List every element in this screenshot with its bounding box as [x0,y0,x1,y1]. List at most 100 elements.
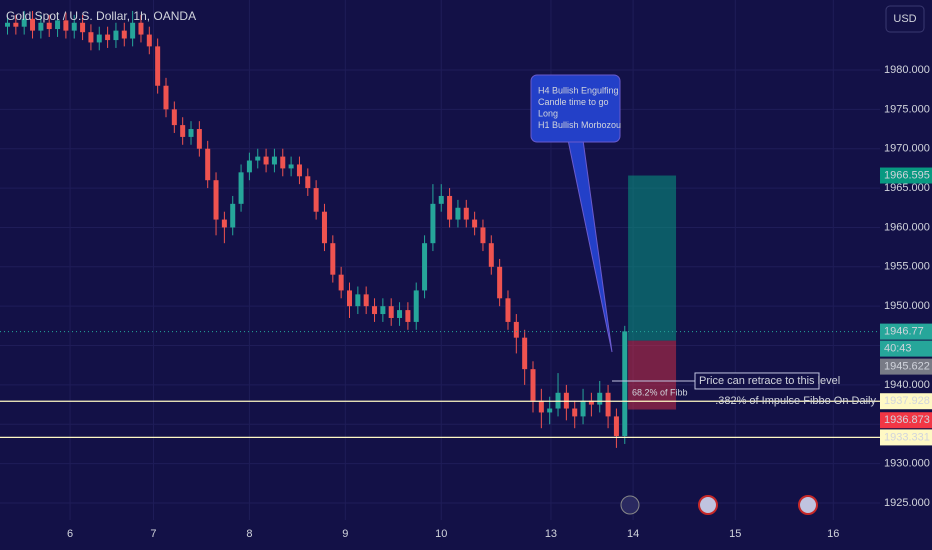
y-tick-label: 1930.000 [884,458,930,470]
target-price: 1966.595 [884,169,930,181]
y-tick-label: 1925.000 [884,497,930,509]
candle-body [146,34,152,47]
candle-body [355,294,361,307]
candle-body [488,243,494,267]
x-tick-label: 13 [545,528,557,540]
candle-body [63,20,69,31]
candle-body [21,18,27,27]
countdown: 40:43 [884,343,912,355]
plot [0,10,880,448]
y-tick-label: 1975.000 [884,103,930,115]
candle-body [113,30,119,41]
candle-body [5,22,11,27]
level-price: 1937.928 [884,395,930,407]
candle-body [121,30,127,39]
callout-box [530,74,621,143]
callout-text: Long [538,108,558,118]
candle-body [163,85,169,110]
candle-body [372,306,378,315]
countdown-box [880,340,932,357]
candle-body [180,125,186,137]
y-tick-label: 1965.000 [884,182,930,194]
y-tick-label: 1970.000 [884,143,930,155]
candle-body [13,22,19,27]
x-tick-label: 7 [150,528,156,540]
candle-body [455,207,461,220]
entry-price: 1945.622 [884,361,930,373]
candle-body [330,243,336,275]
candle-body [463,207,469,220]
candle-body [205,148,211,181]
fib-label: 68.2% of Fibb [632,387,688,397]
candle-body [321,211,327,244]
y-tick-label: 1960.000 [884,221,930,233]
candle-body [196,129,202,149]
candle-body [280,156,286,169]
candle-body [305,176,311,189]
candle-body [538,400,544,413]
callout-text: H1 Bullish Morbozou [538,120,621,130]
candle-body [472,219,478,228]
candle-body [513,321,519,338]
candle-body [238,172,244,204]
x-tick-label: 9 [342,528,348,540]
candle-body [430,203,436,244]
candle-body [230,203,236,228]
y-tick-label: 1980.000 [884,64,930,76]
candle-body [413,290,419,322]
icons [620,495,818,515]
candle-body [597,392,603,405]
currency[interactable]: USD [893,13,916,25]
x-tick-label: 16 [827,528,839,540]
candle-body [130,22,136,39]
x-tick-label: 6 [67,528,73,540]
candle-body [438,195,444,204]
event-icon[interactable] [798,495,818,515]
candle-body [296,164,302,177]
candle-body [71,22,77,31]
candle-body [497,266,503,299]
candle-body [138,22,144,35]
candle-body [263,156,269,165]
candle-body [213,180,219,220]
target-price-box [880,167,932,184]
target-zone [628,175,677,341]
candle-body [346,290,352,307]
candle-body [588,400,594,405]
currency-button[interactable] [885,5,925,33]
level-price: 1933.331 [884,431,930,443]
event-icon[interactable] [620,495,640,515]
candle-body [380,306,386,315]
level-label: .382% of Impulse Fibbo On Daily [715,395,876,407]
candle-body [572,408,578,417]
candle-body [605,392,611,417]
candle-body [547,408,553,413]
candle-body [397,310,403,318]
level-price-box [880,393,932,410]
stop-price-box [880,412,932,429]
candle-body [363,294,369,307]
entry-price-box [880,358,932,375]
candle-body [288,164,294,169]
event-icon[interactable] [698,495,718,515]
y-tick-label: 1950.000 [884,300,930,312]
candle-body [46,22,52,30]
candle-body [88,32,94,43]
callout-text: Candle time to go [538,97,609,107]
candle-body [480,227,486,244]
candle-body [580,400,586,417]
candle-body [221,219,227,228]
level-price-box [880,429,932,446]
x-tick-label: 14 [627,528,639,540]
y-tick-label: 1940.000 [884,379,930,391]
candle-body [422,243,428,291]
candle-body [30,18,36,31]
chart-title: Gold Spot / U.S. Dollar, 1h, OANDA [6,9,196,23]
x-tick-label: 10 [435,528,447,540]
candle-body [271,156,277,165]
x-tick-label: 8 [246,528,252,540]
candle-body [188,129,194,137]
